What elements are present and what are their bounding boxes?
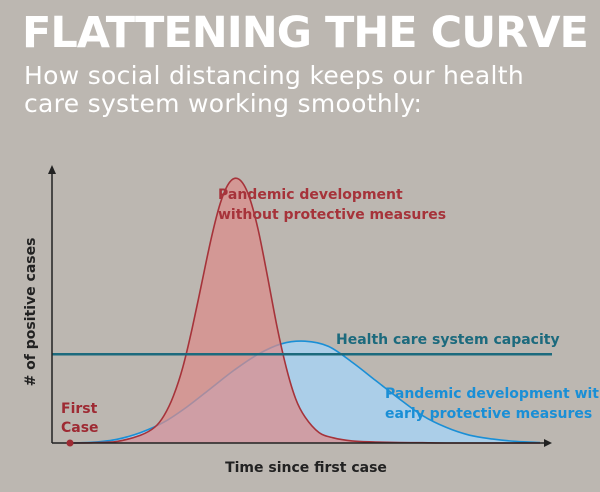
annotation-protected-line2: early protective measures — [385, 406, 592, 422]
x-axis-arrow — [544, 439, 552, 447]
annotation-protected-line1: Pandemic development with — [385, 386, 600, 402]
annotation-unprotected-line1: Pandemic development — [218, 187, 403, 203]
annotation-unprotected-line2: without protective measures — [218, 207, 446, 223]
y-axis-arrow — [48, 165, 56, 174]
series-area-unprotected — [70, 178, 540, 443]
x-axis-label: Time since first case — [225, 460, 387, 476]
chart-axes — [48, 165, 552, 447]
series-line-protected — [69, 340, 541, 444]
chart-subtitle: How social distancing keeps our health c… — [24, 61, 524, 118]
annotation-first-case-line1: First — [61, 401, 98, 417]
y-axis-label: # of positive cases — [23, 238, 39, 387]
chart-labels: Time since first case # of positive cases… — [23, 187, 600, 476]
annotation-first-case-line2: Case — [61, 420, 99, 436]
chart-title: FLATTENING THE CURVE — [22, 8, 589, 58]
first-case-marker — [66, 439, 74, 447]
capacity-label: Health care system capacity — [336, 332, 560, 348]
